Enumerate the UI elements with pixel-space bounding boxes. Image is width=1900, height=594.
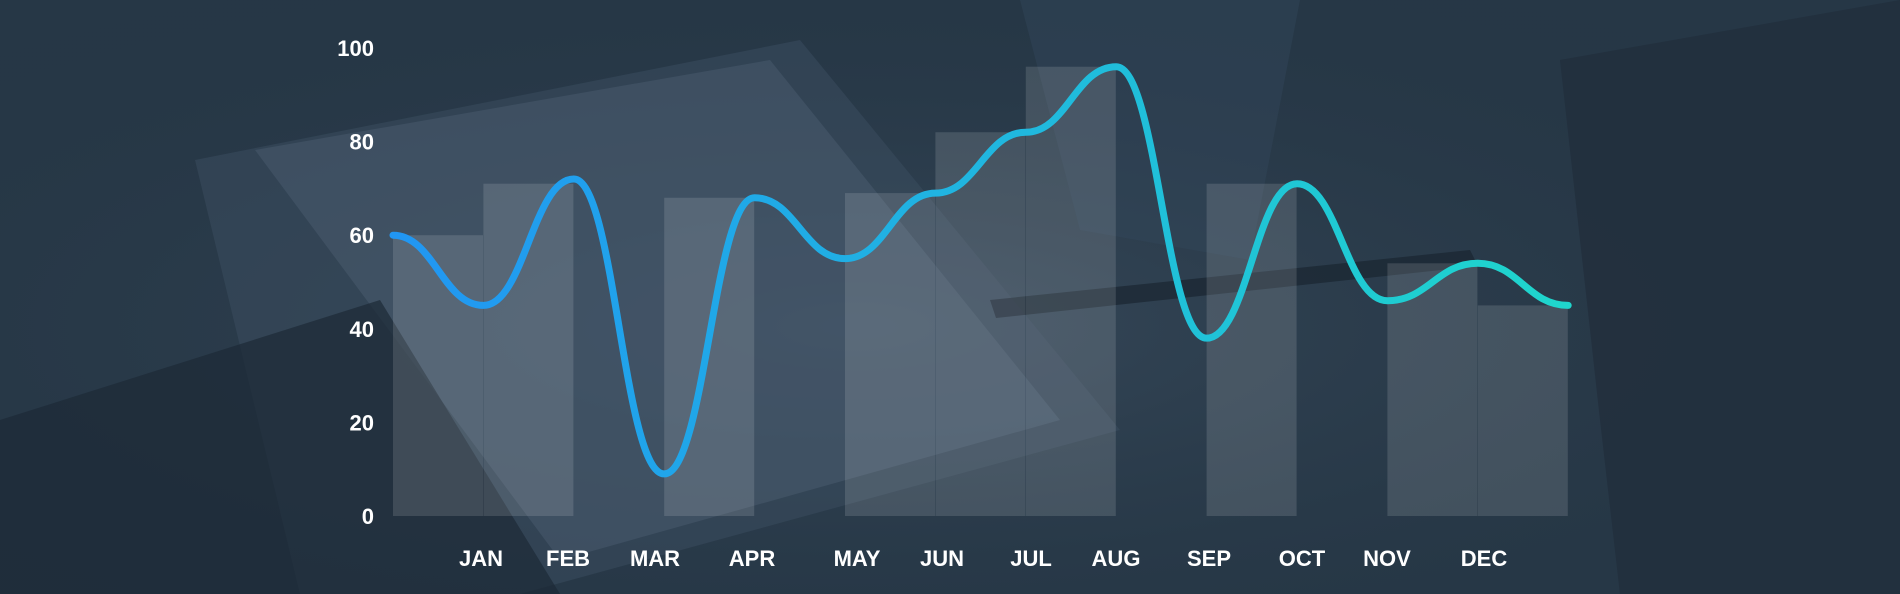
paper-shape — [255, 60, 1060, 560]
bar — [1477, 305, 1568, 516]
bar — [1025, 66, 1116, 516]
x-tick-label: SEP — [1187, 546, 1231, 571]
x-tick-label: MAR — [630, 546, 680, 571]
series-line — [389, 63, 1572, 478]
x-tick-label: JUN — [920, 546, 964, 571]
y-tick-label: 80 — [350, 130, 374, 155]
x-tick-label: NOV — [1363, 546, 1411, 571]
x-tick-label: JAN — [459, 546, 503, 571]
y-tick-label: 0 — [362, 504, 374, 529]
bars-layer — [393, 66, 1568, 517]
bar — [845, 193, 935, 516]
x-tick-label: JUL — [1010, 546, 1052, 571]
y-tick-label: 100 — [337, 36, 374, 61]
x-tick-label: DEC — [1461, 546, 1508, 571]
x-tick-label: FEB — [546, 546, 590, 571]
bar — [393, 235, 483, 516]
hand-shape — [1020, 0, 1300, 260]
y-tick-label: 20 — [350, 410, 374, 435]
laptop-shape — [0, 300, 560, 594]
bar — [1387, 263, 1478, 516]
x-tick-label: AUG — [1092, 546, 1141, 571]
y-tick-label: 60 — [350, 223, 374, 248]
hand-shape-right — [1560, 0, 1900, 594]
x-tick-label: MAY — [834, 546, 881, 571]
x-axis-labels: JAN FEB MAR APR MAY JUN JUL AUG SEP OCT NOV DEC — [459, 546, 1507, 571]
y-axis-ticks: 0 20 40 60 80 100 — [337, 36, 374, 529]
bar — [1206, 183, 1297, 516]
x-tick-label: APR — [729, 546, 776, 571]
bar — [935, 132, 1026, 517]
x-tick-label: OCT — [1279, 546, 1326, 571]
y-tick-label: 40 — [350, 317, 374, 342]
